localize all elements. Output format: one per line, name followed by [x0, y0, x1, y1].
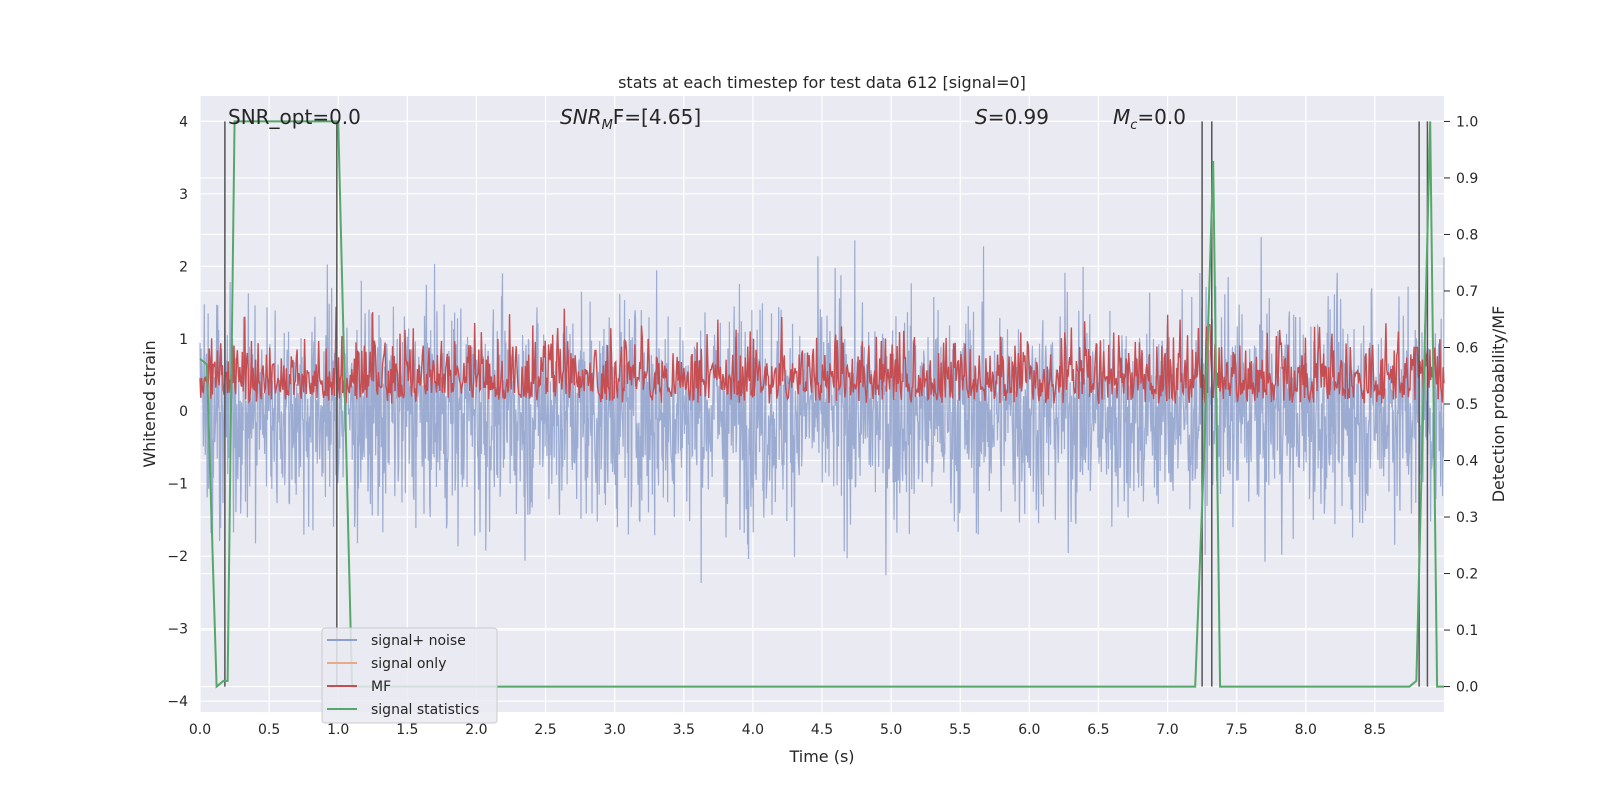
- y-tick-label-right: 0.9: [1456, 171, 1478, 187]
- y-tick-label-left: −2: [167, 549, 188, 565]
- annotation-snr-mf: SNRMF=[4.65]: [560, 105, 701, 133]
- y-tick-label-right: 0.2: [1456, 567, 1478, 583]
- annotation-mc-value: =0.0: [1137, 105, 1186, 129]
- x-tick-label: 1.0: [327, 722, 349, 738]
- y-tick-label-left: 3: [179, 187, 188, 203]
- x-tick-label: 7.0: [1156, 722, 1178, 738]
- x-tick-label: 6.0: [1018, 722, 1040, 738]
- plot-content: [199, 120, 1445, 689]
- y-axis-label-left: Whitened strain: [140, 340, 159, 467]
- y-tick-label-right: 0.4: [1456, 454, 1478, 470]
- legend-label-signal-statistics: signal statistics: [371, 702, 479, 718]
- legend-box: [321, 627, 498, 724]
- annotation-snr-opt: SNR_opt=0.0: [228, 105, 361, 129]
- y-tick-label-right: 0.6: [1456, 340, 1478, 356]
- annotation-s-value: =0.99: [988, 105, 1049, 129]
- x-tick-label: 4.5: [811, 722, 833, 738]
- annotation-s-symbol: S: [975, 105, 988, 129]
- x-tick-label: 6.5: [1087, 722, 1109, 738]
- y-tick-label-left: −4: [167, 694, 188, 710]
- annotation-snr-mf-value: F=[4.65]: [613, 105, 701, 129]
- y-tick-label-left: 4: [179, 114, 188, 130]
- annotation-mc-subscript: c: [1130, 118, 1137, 133]
- series-signal-noise-line: [199, 236, 1445, 583]
- x-tick-label: 7.5: [1226, 722, 1248, 738]
- x-tick-label: 2.0: [465, 722, 487, 738]
- y-tick-label-right: 0.3: [1456, 510, 1478, 526]
- x-tick-label: 0.5: [258, 722, 280, 738]
- y-tick-label-right: 0.5: [1456, 397, 1478, 413]
- annotation-mc: Mc=0.0: [1113, 105, 1186, 133]
- y-tick-label-right: 0.0: [1456, 680, 1478, 696]
- chart-title: stats at each timestep for test data 612…: [618, 73, 1026, 92]
- y-tick-label-right: 1.0: [1456, 114, 1478, 130]
- y-tick-label-right: 0.8: [1456, 227, 1478, 243]
- x-tick-label: 5.0: [880, 722, 902, 738]
- annotation-snr-mf-subscript: M: [602, 118, 613, 133]
- y-tick-label-left: 1: [179, 332, 188, 348]
- x-tick-label: 3.5: [673, 722, 695, 738]
- x-tick-label: 8.5: [1364, 722, 1386, 738]
- y-axis-label-right: Detection probability/MF: [1489, 306, 1508, 503]
- annotation-s: S=0.99: [975, 105, 1049, 129]
- y-tick-label-left: 0: [179, 404, 188, 420]
- y-tick-label-right: 0.7: [1456, 284, 1478, 300]
- series-signal-statistics-line: [199, 120, 1444, 689]
- legend-label-signal-noise: signal+ noise: [371, 633, 466, 649]
- y-tick-label-right: 0.1: [1456, 623, 1478, 639]
- x-tick-label: 1.5: [396, 722, 418, 738]
- y-tick-label-left: −1: [167, 477, 188, 493]
- x-tick-label: 8.0: [1295, 722, 1317, 738]
- x-tick-label: 3.0: [604, 722, 626, 738]
- y-tick-label-left: −3: [167, 622, 188, 638]
- x-axis-label: Time (s): [788, 747, 854, 766]
- legend: signal+ noise signal only MF signal stat…: [321, 627, 498, 724]
- legend-label-signal-only: signal only: [371, 656, 446, 672]
- x-tick-label: 4.0: [742, 722, 764, 738]
- y-tick-label-left: 2: [179, 259, 188, 275]
- series-mf-line: [199, 306, 1445, 405]
- annotation-snr-mf-symbol: SNR: [560, 105, 602, 129]
- legend-label-mf: MF: [371, 679, 391, 695]
- axis-ticks: 0.0 0.5 1.0 1.5 2.0 2.5 3.0 3.5 4.0 4.5 5.0 5.5 6.0 6…: [167, 114, 1478, 738]
- x-tick-label: 5.5: [949, 722, 971, 738]
- x-tick-label: 2.5: [534, 722, 556, 738]
- annotation-mc-symbol: M: [1113, 105, 1130, 129]
- x-tick-label: 0.0: [189, 722, 211, 738]
